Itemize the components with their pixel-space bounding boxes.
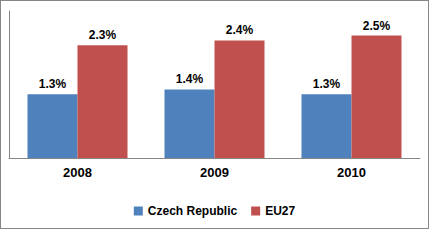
svg-text:2.3%: 2.3%: [89, 28, 117, 42]
svg-text:1.3%: 1.3%: [39, 77, 67, 91]
svg-text:EU27: EU27: [265, 204, 295, 218]
svg-text:1.3%: 1.3%: [313, 77, 341, 91]
svg-text:Czech Republic: Czech Republic: [148, 204, 238, 218]
svg-text:2009: 2009: [200, 165, 229, 180]
svg-text:2.5%: 2.5%: [363, 19, 391, 33]
svg-text:2010: 2010: [337, 165, 366, 180]
svg-text:2008: 2008: [63, 165, 92, 180]
svg-text:1.4%: 1.4%: [176, 72, 204, 86]
svg-text:2.4%: 2.4%: [226, 23, 254, 37]
